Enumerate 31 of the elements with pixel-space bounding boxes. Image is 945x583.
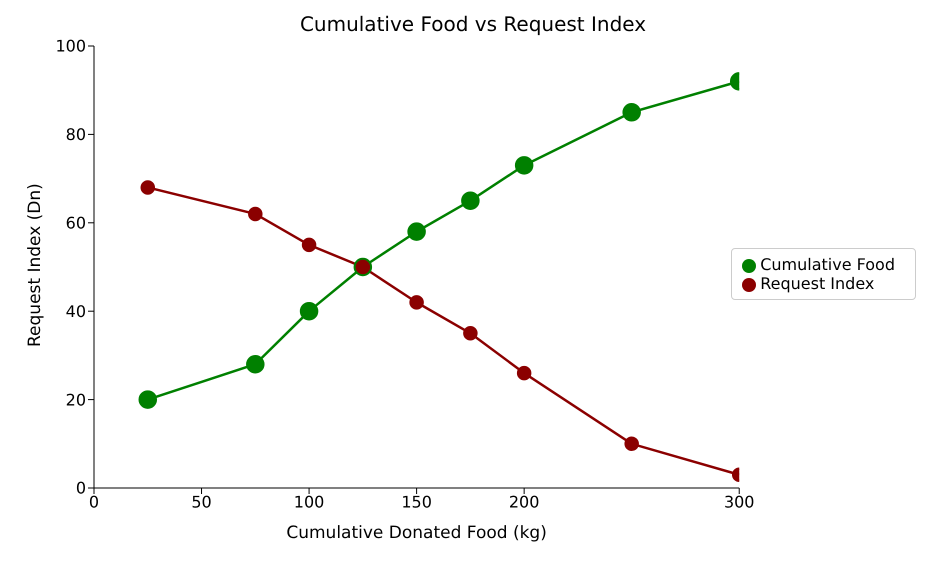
point [624, 436, 639, 452]
y-tick-label: 80 [66, 125, 86, 144]
x-tick-label: 0 [88, 492, 100, 512]
point [461, 191, 480, 210]
chart-title: Cumulative Food vs Request Index [298, 12, 648, 36]
y-tick-label: 60 [66, 213, 86, 232]
point [514, 156, 534, 175]
point [246, 354, 265, 374]
point [516, 366, 532, 380]
x-tick-label: 200 [508, 492, 540, 512]
y-axis-title: Request Index (Dn) [25, 183, 46, 347]
point [248, 206, 263, 222]
point [138, 390, 158, 409]
y-tick-label: 20 [66, 390, 86, 410]
point [140, 180, 156, 195]
legend-label: Request Index [760, 274, 874, 293]
point [463, 326, 478, 341]
x-tick-label: 50 [191, 492, 212, 512]
legend-label: Cumulative Food [760, 255, 895, 274]
x-axis-title: Cumulative Donated Food (kg) [286, 523, 547, 543]
point [622, 103, 641, 122]
y-tick-label: 100 [55, 36, 86, 56]
y-tick-label: 0 [76, 478, 86, 498]
x-tick-label: 300 [724, 492, 754, 512]
point [407, 222, 426, 241]
y-tick-label: 40 [66, 302, 86, 321]
point [300, 302, 318, 320]
point [409, 295, 424, 310]
x-tick-label: 150 [401, 492, 432, 512]
point [302, 238, 316, 252]
x-tick-label: 100 [294, 492, 324, 512]
